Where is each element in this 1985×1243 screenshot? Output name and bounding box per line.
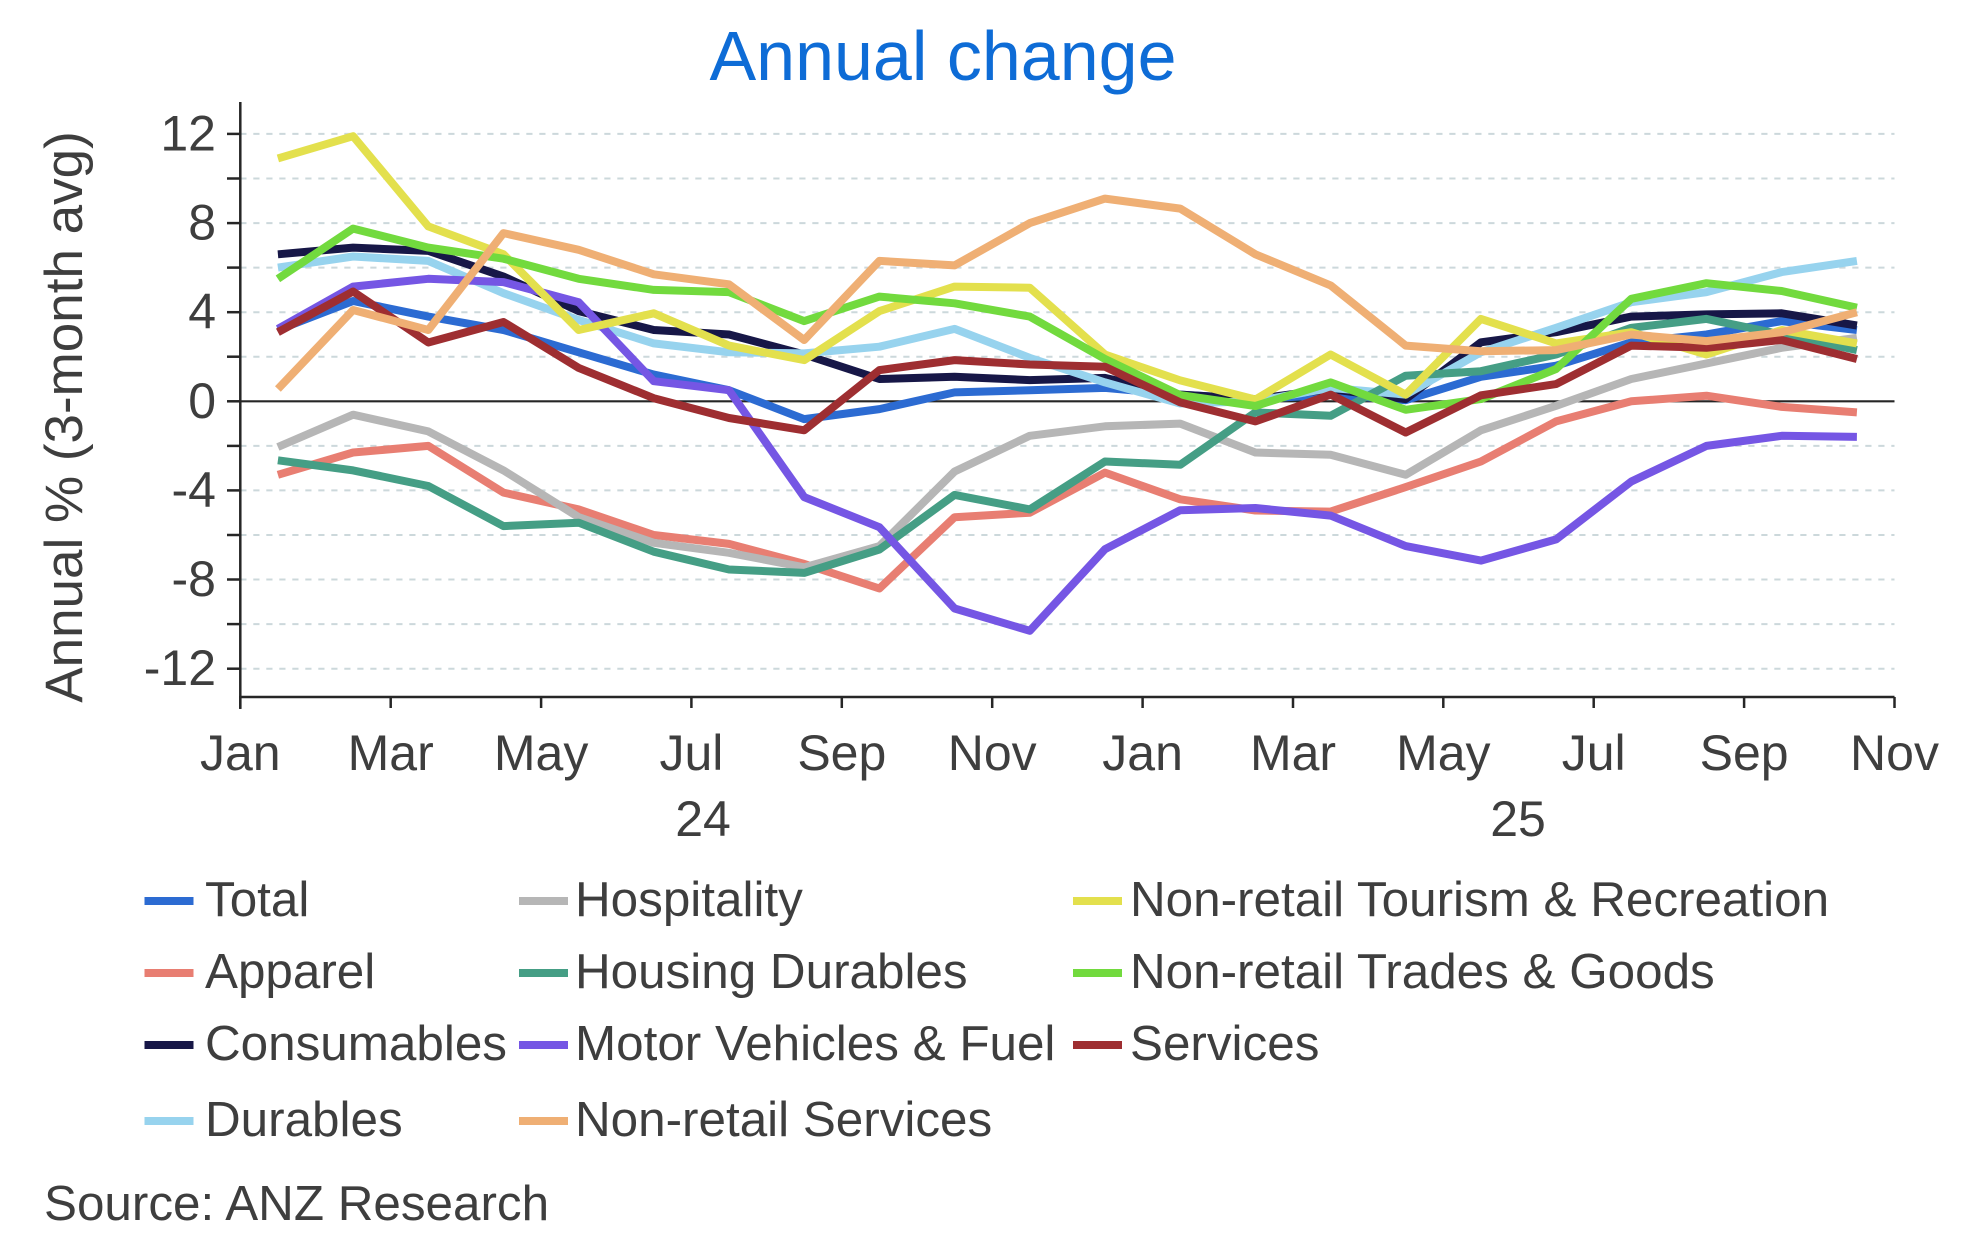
svg-text:Consumables: Consumables [205, 1016, 507, 1071]
svg-text:Mar: Mar [348, 725, 434, 781]
svg-text:May: May [1396, 725, 1490, 781]
svg-text:May: May [494, 725, 588, 781]
svg-text:Jul: Jul [659, 725, 723, 781]
svg-text:Motor Vehicles & Fuel: Motor Vehicles & Fuel [575, 1016, 1055, 1071]
svg-text:Nov: Nov [1850, 725, 1939, 781]
svg-text:Annual % (3-month avg): Annual % (3-month avg) [35, 131, 94, 703]
svg-text:24: 24 [675, 791, 731, 847]
svg-text:0: 0 [188, 373, 216, 429]
svg-text:Housing Durables: Housing Durables [575, 944, 968, 999]
svg-text:12: 12 [160, 105, 216, 161]
svg-text:Sep: Sep [797, 725, 886, 781]
svg-text:Jul: Jul [1562, 725, 1626, 781]
svg-text:Total: Total [205, 872, 309, 927]
svg-text:-4: -4 [172, 462, 216, 518]
svg-text:Durables: Durables [205, 1092, 403, 1147]
svg-text:Non-retail Tourism & Recreatio: Non-retail Tourism & Recreation [1130, 872, 1829, 927]
svg-text:Jan: Jan [1102, 725, 1183, 781]
svg-text:Nov: Nov [948, 725, 1037, 781]
svg-text:Non-retail Services: Non-retail Services [575, 1092, 992, 1147]
svg-text:Jan: Jan [200, 725, 281, 781]
svg-text:Sep: Sep [1700, 725, 1789, 781]
svg-text:25: 25 [1490, 791, 1546, 847]
svg-text:-12: -12 [144, 640, 216, 696]
svg-text:Hospitality: Hospitality [575, 872, 803, 927]
svg-text:Mar: Mar [1250, 725, 1336, 781]
svg-text:4: 4 [188, 284, 216, 340]
svg-text:Source: ANZ Research: Source: ANZ Research [44, 1176, 549, 1231]
svg-text:Apparel: Apparel [205, 944, 375, 999]
svg-text:Services: Services [1130, 1016, 1319, 1071]
svg-text:8: 8 [188, 195, 216, 251]
svg-text:Non-retail Trades & Goods: Non-retail Trades & Goods [1130, 944, 1715, 999]
svg-text:-8: -8 [172, 551, 216, 607]
svg-text:Annual change: Annual change [709, 17, 1176, 95]
